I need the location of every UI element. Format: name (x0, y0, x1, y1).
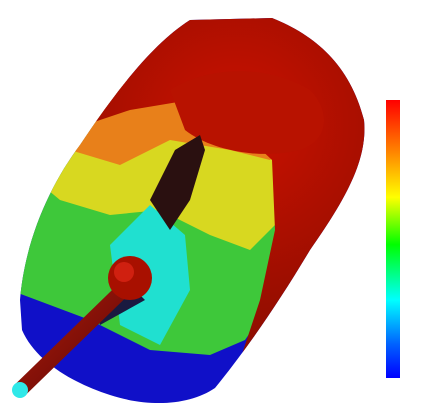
joint-highlight (114, 262, 134, 282)
cap-top (170, 71, 324, 154)
rod (12, 277, 136, 398)
colorbar (386, 100, 400, 378)
slit (150, 135, 205, 230)
rod-tip (12, 382, 28, 398)
